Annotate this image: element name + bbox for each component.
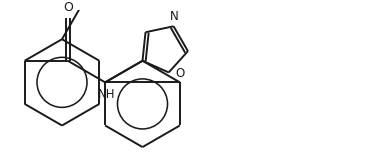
- Text: N: N: [170, 10, 179, 23]
- Text: NH: NH: [98, 88, 115, 101]
- Text: O: O: [175, 67, 185, 80]
- Text: O: O: [63, 1, 73, 14]
